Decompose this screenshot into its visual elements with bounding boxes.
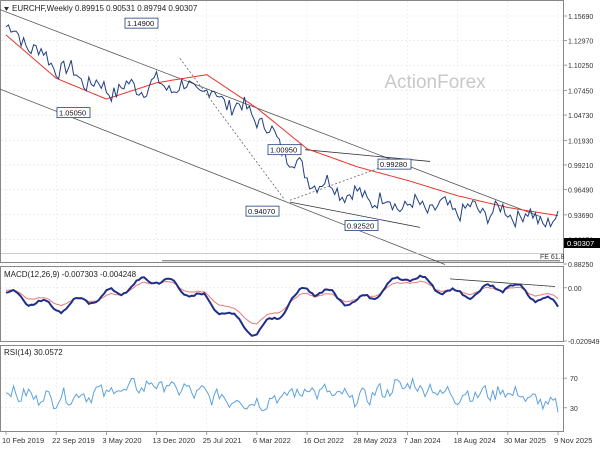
main-y-tick-label: 0.96490	[568, 188, 593, 195]
annotation-label: 0.94070	[248, 207, 275, 216]
main-y-tick-label: 0.93690	[568, 213, 593, 220]
x-tick-label: 13 Dec 2020	[153, 436, 196, 445]
rsi-grid	[1, 346, 563, 431]
current-price-label: 0.90307	[567, 239, 594, 248]
main-y-tick-label: 1.04730	[568, 113, 593, 120]
x-tick-label: 10 Feb 2019	[2, 436, 44, 445]
annotation-box	[56, 107, 91, 119]
dotted-projection-line	[179, 58, 286, 201]
macd-y-axis: 0.00 -0.020949	[563, 286, 600, 346]
x-axis: 10 Feb 2019 22 Sep 2019 3 May 2020 13 Dec 2…	[2, 431, 592, 445]
macd-panel-frame	[0, 266, 564, 342]
x-tick-label: 9 Nov 2025	[554, 436, 592, 445]
x-tick-label: 18 Aug 2024	[454, 436, 496, 445]
annotation-box	[344, 220, 379, 231]
main-y-tick-label: 1.12970	[568, 39, 593, 46]
annotation-box	[267, 144, 302, 156]
main-annotations: 1.14900 1.05050 1.00950 0.99280 0.94070 0.925…	[56, 17, 412, 231]
macd-lines	[5, 274, 559, 337]
main-panel-frame	[0, 0, 564, 263]
annotation-label: 1.14900	[127, 19, 154, 28]
annotation-box	[124, 17, 159, 29]
dropdown-triangle-icon[interactable]	[4, 7, 9, 11]
x-tick-label: 6 Mar 2022	[253, 436, 291, 445]
macd-trend-line	[449, 278, 556, 287]
main-y-tick-label: 0.88250	[568, 262, 593, 269]
rsi-lines	[5, 376, 559, 413]
fe-label: FE 61.8	[540, 254, 565, 261]
x-tick-label: 28 May 2023	[353, 436, 396, 445]
main-grid	[1, 1, 563, 265]
main-lines	[0, 9, 563, 265]
price-line	[5, 24, 559, 229]
rsi-y-axis: 70 30	[563, 376, 578, 413]
main-header: EURCHF,Weekly 0.89915 0.90531 0.89794 0.…	[4, 4, 198, 13]
rsi-panel-frame	[0, 345, 564, 432]
x-tick-label: 16 Oct 2022	[303, 436, 344, 445]
main-y-axis: 1.15690 1.12970 1.10250 1.07450 1.04730 1.019…	[563, 14, 593, 269]
main-y-tick-label: 1.07450	[568, 88, 593, 95]
macd-y-tick-label: 0.00	[568, 286, 582, 293]
current-price-box	[564, 238, 600, 248]
macd-header-text: MACD(12,26,9) -0.007303 -0.004248	[4, 270, 137, 279]
macd-line	[5, 274, 559, 337]
main-header-text: EURCHF,Weekly 0.89915 0.90531 0.89794 0.…	[12, 4, 198, 13]
annotation-box	[377, 158, 412, 170]
rsi-line	[5, 376, 559, 413]
x-tick-label: 3 May 2020	[102, 436, 141, 445]
rsi-header-text: RSI(14) 30.0572	[4, 348, 63, 357]
upper-channel-line	[0, 9, 541, 217]
moving-average-line	[5, 34, 559, 217]
lower-channel-line	[0, 88, 446, 265]
annotation-label: 0.99280	[380, 160, 407, 169]
x-tick-label: 7 Jan 2024	[403, 436, 440, 445]
x-tick-label: 30 Mar 2025	[504, 436, 546, 445]
x-tick-label: 22 Sep 2019	[52, 436, 95, 445]
rsi-y-tick-label: 30	[570, 406, 578, 413]
annotation-label: 0.92520	[347, 222, 374, 231]
main-y-tick-label: 0.99210	[568, 163, 593, 170]
falling-wedge-lower-line	[289, 201, 421, 228]
x-tick-label: 25 Jul 2021	[203, 436, 242, 445]
annotation-label: 1.05050	[59, 109, 86, 118]
watermark: ActionForex	[384, 72, 486, 93]
annotation-label: 1.00950	[270, 146, 297, 155]
annotation-box	[245, 205, 280, 217]
main-y-tick-label: 1.10250	[568, 63, 593, 70]
macd-y-tick-label: -0.020949	[568, 339, 600, 346]
main-y-tick-label: 1.15690	[568, 14, 593, 21]
rsi-y-tick-label: 70	[570, 376, 578, 383]
main-y-tick-label: 1.01930	[568, 138, 593, 145]
